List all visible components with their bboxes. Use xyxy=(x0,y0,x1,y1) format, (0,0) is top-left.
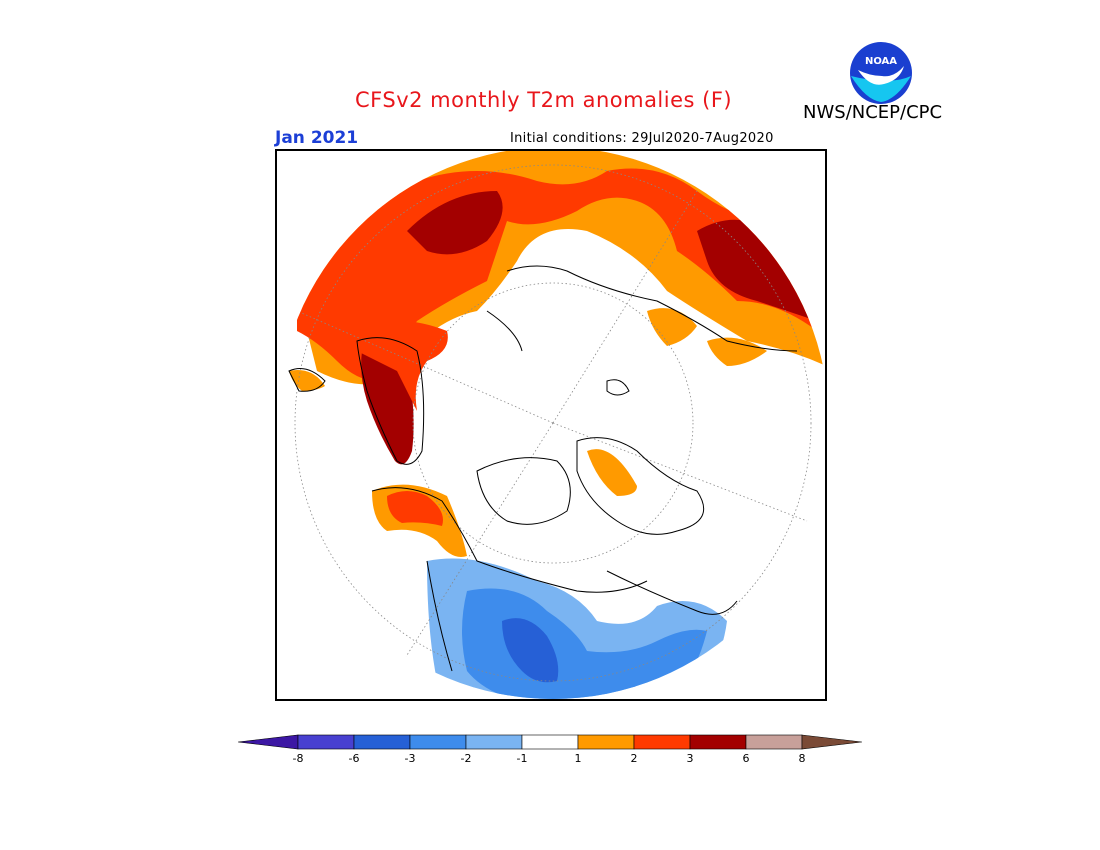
colorbar-tick-label: -6 xyxy=(348,752,360,765)
warm-region-europe xyxy=(647,308,697,346)
colorbar-bin xyxy=(689,734,747,750)
organization-label: NWS/NCEP/CPC xyxy=(803,102,943,123)
coastlines xyxy=(288,265,798,672)
chart-title: CFSv2 monthly T2m anomalies (F) xyxy=(355,88,733,112)
graticule xyxy=(294,164,812,682)
colorbar-tick-label: 3 xyxy=(686,752,694,765)
colorbar-tick-label: -2 xyxy=(460,752,472,765)
colorbar-tick-label: 8 xyxy=(798,752,806,765)
cold-region-minus-3 xyxy=(502,618,559,683)
warm-region-iceland xyxy=(289,370,325,391)
colorbar xyxy=(238,734,862,750)
colorbar-tick-label: -8 xyxy=(292,752,304,765)
noaa-logo: NOAA xyxy=(850,42,912,104)
polar-anomaly-map xyxy=(277,151,825,699)
colorbar-bin xyxy=(521,734,579,750)
warm-region-alaska-inner xyxy=(387,491,443,526)
colorbar-tick-label: -1 xyxy=(516,752,528,765)
colorbar-tick-label: -3 xyxy=(404,752,416,765)
colorbar-bin xyxy=(409,734,467,750)
colorbar-tick-label: 2 xyxy=(630,752,638,765)
colorbar-bin xyxy=(577,734,635,750)
colorbar-bin xyxy=(745,734,803,750)
target-month: Jan 2021 xyxy=(275,128,359,148)
warm-region-3-6-a xyxy=(407,191,503,255)
colorbar-bin xyxy=(633,734,691,750)
warm-region-east xyxy=(707,337,767,366)
colorbar-tick-label: 1 xyxy=(574,752,582,765)
warm-region-siberia-1 xyxy=(587,449,637,496)
colorbar-bin xyxy=(465,734,523,750)
cold-region-minus-2 xyxy=(462,588,707,699)
colorbar-bin xyxy=(297,734,355,750)
logo-text: NOAA xyxy=(865,56,897,67)
initial-conditions: Initial conditions: 29Jul2020-7Aug2020 xyxy=(510,131,774,146)
colorbar-bin xyxy=(353,734,411,750)
warm-region-greenland-outer xyxy=(357,321,448,411)
colorbar-arrow-high xyxy=(801,734,862,750)
map-frame xyxy=(275,149,827,701)
colorbar-arrow-low xyxy=(238,734,299,750)
colorbar-tick-label: 6 xyxy=(742,752,750,765)
